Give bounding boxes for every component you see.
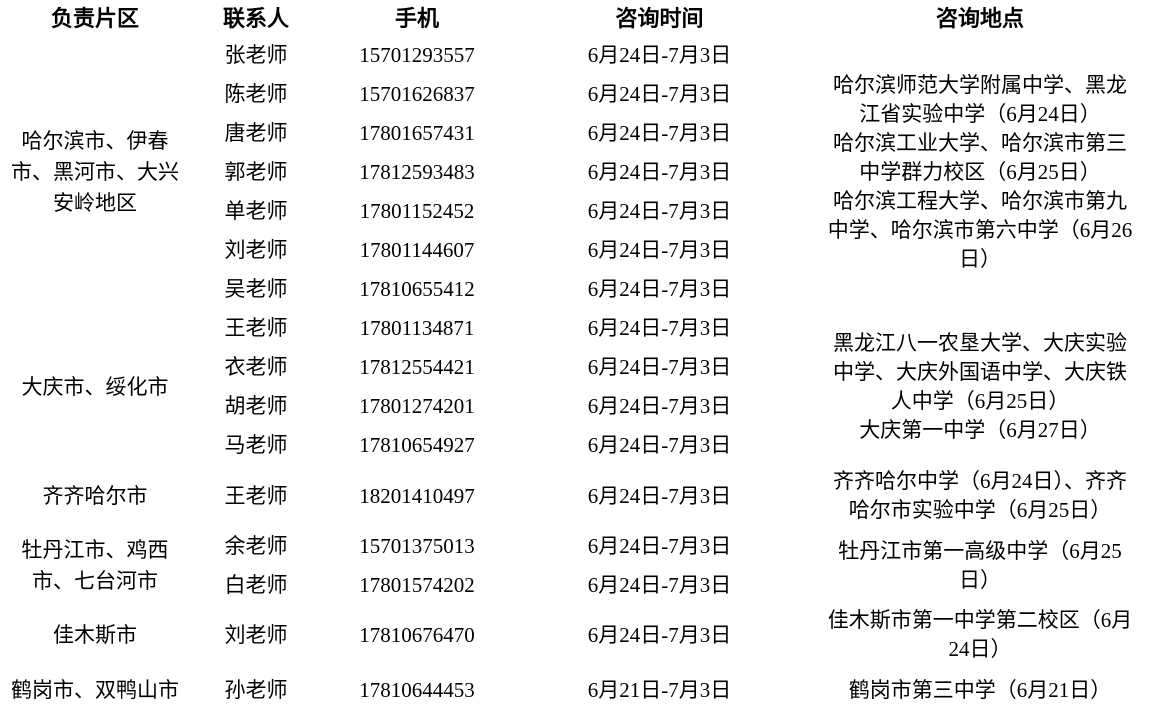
contact-name-cell: 唐老师	[224, 121, 288, 145]
area-cell: 佳木斯市	[53, 622, 137, 647]
location-line: 齐齐哈尔中学（6月24日）、齐齐哈尔市实验中学（6月25日）	[833, 469, 1127, 522]
location-cell: 牡丹江市第一高级中学（6月25日）	[807, 527, 1153, 605]
table-row: 衣老师 17812554421 6月24日-7月3日	[0, 348, 1153, 387]
location-line: 哈尔滨工程大学、哈尔滨市第九中学、哈尔滨市第六中学（6月26日）	[827, 189, 1133, 271]
contact-name-cell: 白老师	[224, 573, 288, 597]
phone-cell: 17801144607	[359, 238, 475, 262]
time-cell: 6月24日-7月3日	[587, 121, 732, 145]
phone-cell: 17801134871	[359, 316, 475, 340]
location-cell: 鹤岗市第三中学（6月21日）	[807, 665, 1153, 712]
table-row: 唐老师 17801657431 6月24日-7月3日	[0, 114, 1153, 153]
contact-name-cell: 孙老师	[224, 677, 288, 702]
table-row: 马老师 17810654927 6月24日-7月3日	[0, 426, 1153, 465]
time-cell: 6月24日-7月3日	[587, 160, 732, 184]
table-row: 齐齐哈尔市 王老师 18201410497 6月24日-7月3日 齐齐哈尔中学（…	[0, 465, 1153, 527]
contact-name-cell: 郭老师	[224, 160, 288, 184]
location-line: 黑龙江八一农垦大学、大庆实验中学、大庆外国语中学、大庆铁人中学（6月25日）	[833, 331, 1127, 413]
contact-name-cell: 刘老师	[224, 622, 288, 647]
location-cell: 佳木斯市第一中学第二校区（6月24日）	[807, 605, 1153, 665]
table-row: 单老师 17801152452 6月24日-7月3日	[0, 192, 1153, 231]
phone-cell: 17801274201	[359, 394, 475, 418]
column-header-phone: 手机	[394, 5, 439, 31]
time-cell: 6月24日-7月3日	[587, 316, 732, 340]
column-header-consult-time: 咨询时间	[615, 5, 704, 31]
time-cell: 6月24日-7月3日	[587, 483, 732, 508]
area-cell: 鹤岗市、双鸭山市	[11, 677, 179, 702]
phone-cell: 17810655412	[359, 277, 475, 301]
time-cell: 6月24日-7月3日	[587, 199, 732, 223]
time-cell: 6月24日-7月3日	[587, 238, 732, 262]
location-line: 鹤岗市第三中学（6月21日）	[848, 677, 1112, 702]
table-row: 鹤岗市、双鸭山市 孙老师 17810644453 6月21日-7月3日 鹤岗市第…	[0, 665, 1153, 712]
contact-name-cell: 王老师	[224, 316, 288, 340]
contact-name-cell: 马老师	[224, 433, 288, 457]
contact-name-cell: 吴老师	[224, 277, 288, 301]
time-cell: 6月24日-7月3日	[587, 277, 732, 301]
location-cell: 黑龙江八一农垦大学、大庆实验中学、大庆外国语中学、大庆铁人中学（6月25日） 大…	[807, 309, 1153, 465]
table-header-row: 负责片区 联系人 手机 咨询时间 咨询地点	[0, 0, 1153, 36]
table-row: 佳木斯市 刘老师 17810676470 6月24日-7月3日 佳木斯市第一中学…	[0, 605, 1153, 665]
phone-cell: 15701626837	[359, 82, 475, 106]
column-header-contact: 联系人	[222, 5, 289, 31]
area-cell: 大庆市、绥化市	[21, 374, 169, 399]
time-cell: 6月24日-7月3日	[587, 43, 732, 67]
table-row: 陈老师 15701626837 6月24日-7月3日	[0, 75, 1153, 114]
table-row: 胡老师 17801274201 6月24日-7月3日	[0, 387, 1153, 426]
phone-cell: 17810676470	[359, 622, 475, 647]
time-cell: 6月21日-7月3日	[587, 677, 732, 702]
contact-name-cell: 胡老师	[224, 394, 288, 418]
location-line: 哈尔滨师范大学附属中学、黑龙江省实验中学（6月24日）	[833, 73, 1127, 126]
phone-cell: 17810644453	[359, 677, 475, 702]
contact-name-cell: 单老师	[224, 199, 288, 223]
table-row: 哈尔滨市、伊春市、黑河市、大兴安岭地区 张老师 15701293557 6月24…	[0, 36, 1153, 271]
contact-name-cell: 刘老师	[224, 238, 288, 262]
location-line: 牡丹江市第一高级中学（6月25日）	[838, 539, 1122, 592]
time-cell: 6月24日-7月3日	[587, 573, 732, 597]
table-row: 大庆市、绥化市 王老师 17801134871 6月24日-7月3日 黑龙江八一…	[0, 309, 1153, 442]
contact-name-cell: 衣老师	[224, 355, 288, 379]
contact-name-cell: 余老师	[224, 534, 288, 558]
time-cell: 6月24日-7月3日	[587, 622, 732, 647]
location-line: 大庆第一中学（6月27日）	[859, 418, 1101, 442]
area-cell: 齐齐哈尔市	[42, 483, 148, 508]
phone-cell: 15701293557	[359, 43, 475, 67]
time-cell: 6月24日-7月3日	[587, 534, 732, 558]
table-row: 郭老师 17812593483 6月24日-7月3日	[0, 153, 1153, 192]
contact-name-cell: 王老师	[224, 483, 288, 508]
area-cell: 哈尔滨市、伊春市、黑河市、大兴安岭地区	[11, 129, 179, 215]
table-row: 刘老师 17801144607 6月24日-7月3日	[0, 231, 1153, 270]
location-cell: 哈尔滨师范大学附属中学、黑龙江省实验中学（6月24日） 哈尔滨工业大学、哈尔滨市…	[807, 36, 1153, 309]
phone-cell: 17801574202	[359, 573, 475, 597]
table-row: 白老师 17801574202 6月24日-7月3日	[0, 566, 1153, 605]
phone-cell: 18201410497	[359, 483, 475, 508]
contact-name-cell: 陈老师	[224, 82, 288, 106]
phone-cell: 17810654927	[359, 433, 475, 457]
phone-cell: 17812554421	[359, 355, 475, 379]
area-cell: 牡丹江市、鸡西市、七台河市	[21, 538, 169, 593]
table-row: 牡丹江市、鸡西市、七台河市 余老师 15701375013 6月24日-7月3日…	[0, 527, 1153, 593]
time-cell: 6月24日-7月3日	[587, 433, 732, 457]
time-cell: 6月24日-7月3日	[587, 82, 732, 106]
contact-name-cell: 张老师	[224, 43, 288, 67]
location-line: 哈尔滨工业大学、哈尔滨市第三中学群力校区（6月25日）	[833, 131, 1127, 184]
column-header-consult-location: 咨询地点	[935, 5, 1024, 31]
column-header-responsible-area: 负责片区	[50, 5, 139, 31]
location-cell: 齐齐哈尔中学（6月24日）、齐齐哈尔市实验中学（6月25日）	[807, 465, 1153, 527]
table-row: 吴老师 17810655412 6月24日-7月3日	[0, 270, 1153, 309]
phone-cell: 17801152452	[359, 199, 475, 223]
time-cell: 6月24日-7月3日	[587, 355, 732, 379]
location-line: 佳木斯市第一中学第二校区（6月24日）	[827, 608, 1133, 661]
phone-cell: 17812593483	[359, 160, 475, 184]
phone-cell: 17801657431	[359, 121, 475, 145]
time-cell: 6月24日-7月3日	[587, 394, 732, 418]
phone-cell: 15701375013	[359, 534, 475, 558]
